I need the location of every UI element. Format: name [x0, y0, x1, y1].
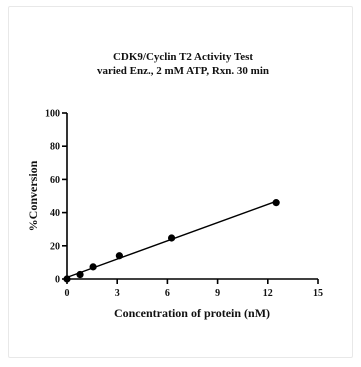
x-tick-label: 6	[165, 288, 170, 299]
x-axis: 0 3 6 9 12 15	[65, 278, 323, 299]
chart-frame	[8, 6, 353, 358]
y-tick-label: 80	[50, 142, 60, 153]
x-axis-label: Concentration of protein (nM)	[114, 306, 270, 320]
data-point	[272, 199, 280, 207]
y-axis: 0 20 40 60 80 100	[45, 109, 68, 286]
x-tick-label: 9	[215, 288, 220, 299]
data-point	[167, 234, 176, 242]
x-tick-label: 3	[115, 288, 120, 299]
y-tick-label: 100	[45, 109, 60, 120]
data-point	[76, 270, 84, 279]
x-tick-label: 12	[263, 288, 273, 299]
y-axis-label: %Conversion	[26, 160, 40, 231]
data-point	[89, 263, 97, 271]
y-tick-label: 0	[55, 275, 60, 286]
x-tick-label: 0	[65, 288, 70, 299]
chart-title: CDK9/Cyclin T2 Activity Test	[113, 51, 253, 63]
data-point	[63, 275, 71, 283]
plot-area	[63, 199, 280, 283]
x-tick-label: 15	[313, 288, 323, 299]
y-tick-label: 20	[50, 241, 60, 252]
y-tick-label: 40	[50, 208, 60, 219]
data-point	[115, 252, 123, 260]
chart-subtitle: varied Enz., 2 mM ATP, Rxn. 30 min	[97, 65, 269, 77]
y-tick-label: 60	[50, 175, 60, 186]
